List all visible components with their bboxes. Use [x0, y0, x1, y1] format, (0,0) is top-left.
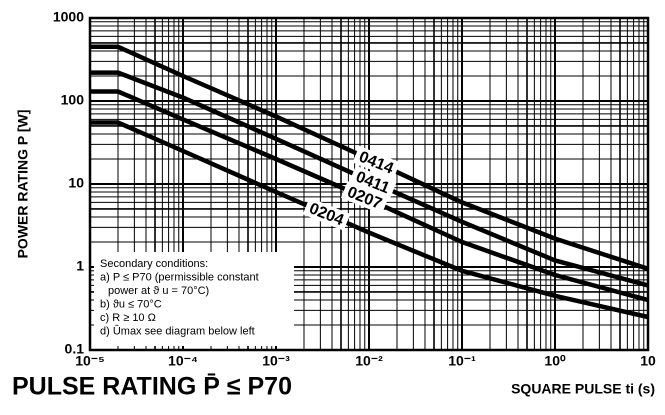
annotation-text: c) R ≥ 10 Ω — [100, 312, 156, 324]
series-label: 0204 — [307, 200, 346, 229]
annotation-text: Secondary conditions: — [100, 258, 208, 270]
annotation-text: power at ϑ u = 70°C) — [108, 285, 209, 297]
annotation-text: a) P ≤ P70 (permissible constant — [100, 271, 259, 283]
x-tick-label: 10 — [640, 353, 656, 369]
y-tick-label: 1 — [76, 258, 84, 274]
annotation-text: d) Ûmax see diagram below left — [100, 324, 255, 337]
line-series — [90, 89, 649, 303]
x-tick-label: 10⁻¹ — [448, 353, 476, 369]
series-label-bg — [349, 165, 397, 199]
plot-frame — [88, 16, 650, 352]
line-series — [90, 70, 649, 288]
annotation-text: b) ϑu ≤ 70°C — [100, 298, 162, 310]
series-label-bg — [340, 181, 389, 215]
chart-title: PULSE RATING P̄ ≤ P70 — [12, 372, 292, 401]
x-tick-label: 10⁻³ — [262, 353, 290, 369]
line-series — [90, 44, 649, 271]
y-tick-label: 1000 — [53, 9, 84, 25]
x-tick-label: 10⁻⁵ — [75, 353, 105, 369]
y-tick-label: 0.1 — [65, 341, 85, 357]
series-label-bg — [302, 197, 351, 231]
y-tick-label: 10 — [68, 175, 84, 191]
series-label-bg — [352, 145, 401, 180]
x-tick-label: 10⁻⁴ — [168, 353, 198, 369]
y-axis-label: POWER RATING P [W] — [15, 110, 31, 259]
x-tick-label: 10⁰ — [544, 353, 566, 369]
annotation-box — [94, 252, 294, 346]
x-axis-label: SQUARE PULSE ti (s) — [511, 381, 655, 397]
x-tick-label: 10⁻² — [355, 353, 383, 369]
y-tick-label: 100 — [61, 92, 85, 108]
